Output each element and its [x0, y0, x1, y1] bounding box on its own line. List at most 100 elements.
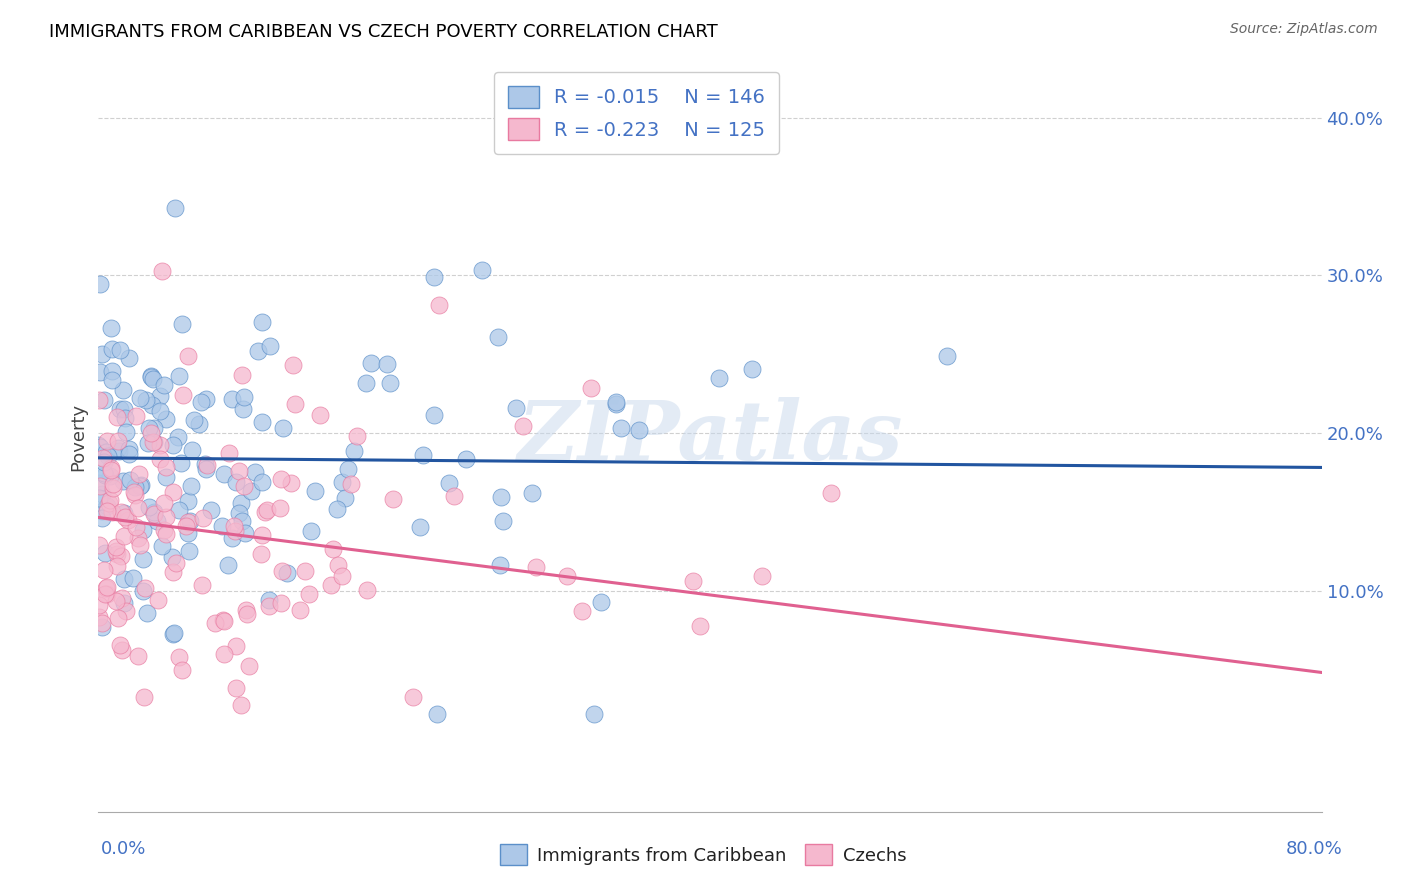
- Point: [112, 507, 135, 521]
- Point: [96, 504, 118, 518]
- Point: [489, 490, 512, 504]
- Point: [820, 486, 842, 500]
- Point: [204, 615, 226, 630]
- Point: [118, 442, 141, 456]
- Point: [231, 514, 253, 528]
- Point: [591, 595, 613, 609]
- Point: [89, 441, 111, 455]
- Point: [356, 583, 378, 598]
- Point: [101, 373, 124, 387]
- Point: [298, 587, 321, 601]
- Point: [380, 376, 402, 390]
- Point: [112, 596, 135, 610]
- Point: [169, 368, 191, 383]
- Point: [162, 565, 184, 579]
- Point: [325, 501, 347, 516]
- Point: [128, 467, 150, 481]
- Point: [87, 475, 110, 490]
- Point: [131, 478, 153, 492]
- Point: [160, 550, 183, 565]
- Point: [689, 619, 711, 633]
- Point: [174, 518, 197, 533]
- Point: [751, 569, 773, 583]
- Point: [91, 504, 114, 518]
- Point: [101, 476, 124, 491]
- Point: [112, 529, 135, 543]
- Point: [426, 706, 449, 721]
- Point: [93, 466, 115, 480]
- Point: [221, 392, 243, 406]
- Point: [143, 505, 166, 519]
- Point: [177, 515, 200, 529]
- Point: [91, 615, 114, 630]
- Point: [183, 413, 205, 427]
- Point: [96, 587, 118, 601]
- Point: [162, 627, 184, 641]
- Point: [155, 510, 177, 524]
- Point: [231, 698, 253, 712]
- Point: [505, 401, 527, 415]
- Point: [239, 483, 262, 498]
- Point: [610, 421, 633, 435]
- Point: [111, 642, 134, 657]
- Point: [104, 540, 127, 554]
- Point: [177, 493, 200, 508]
- Point: [423, 270, 446, 285]
- Point: [111, 384, 134, 398]
- Point: [100, 321, 122, 335]
- Point: [280, 475, 302, 490]
- Point: [114, 510, 136, 524]
- Point: [167, 430, 190, 444]
- Point: [214, 647, 236, 661]
- Point: [87, 491, 110, 506]
- Point: [118, 351, 141, 366]
- Point: [96, 499, 118, 513]
- Point: [221, 531, 243, 545]
- Point: [709, 370, 731, 384]
- Point: [231, 368, 253, 383]
- Point: [172, 387, 194, 401]
- Point: [132, 584, 155, 599]
- Point: [233, 479, 256, 493]
- Point: [247, 344, 270, 359]
- Point: [187, 417, 209, 432]
- Point: [582, 707, 605, 722]
- Point: [228, 506, 250, 520]
- Point: [90, 487, 112, 501]
- Point: [93, 455, 115, 469]
- Point: [125, 409, 148, 423]
- Point: [381, 491, 404, 506]
- Point: [141, 398, 163, 412]
- Point: [90, 620, 112, 634]
- Point: [401, 690, 423, 704]
- Point: [153, 496, 176, 510]
- Point: [259, 593, 281, 607]
- Point: [94, 587, 117, 601]
- Point: [408, 520, 430, 534]
- Point: [225, 475, 247, 489]
- Point: [181, 442, 204, 457]
- Point: [112, 401, 135, 416]
- Point: [87, 538, 110, 552]
- Point: [741, 362, 763, 376]
- Point: [308, 408, 330, 422]
- Point: [235, 603, 257, 617]
- Point: [139, 426, 162, 441]
- Point: [167, 650, 190, 665]
- Point: [340, 477, 363, 491]
- Point: [571, 604, 593, 618]
- Point: [122, 571, 145, 585]
- Point: [605, 397, 627, 411]
- Point: [148, 592, 170, 607]
- Point: [165, 556, 187, 570]
- Point: [281, 358, 304, 372]
- Point: [149, 452, 172, 467]
- Point: [98, 468, 121, 483]
- Point: [105, 544, 128, 558]
- Point: [330, 475, 353, 489]
- Point: [115, 425, 138, 439]
- Point: [101, 364, 124, 378]
- Point: [105, 594, 128, 608]
- Point: [142, 421, 165, 435]
- Point: [120, 473, 142, 487]
